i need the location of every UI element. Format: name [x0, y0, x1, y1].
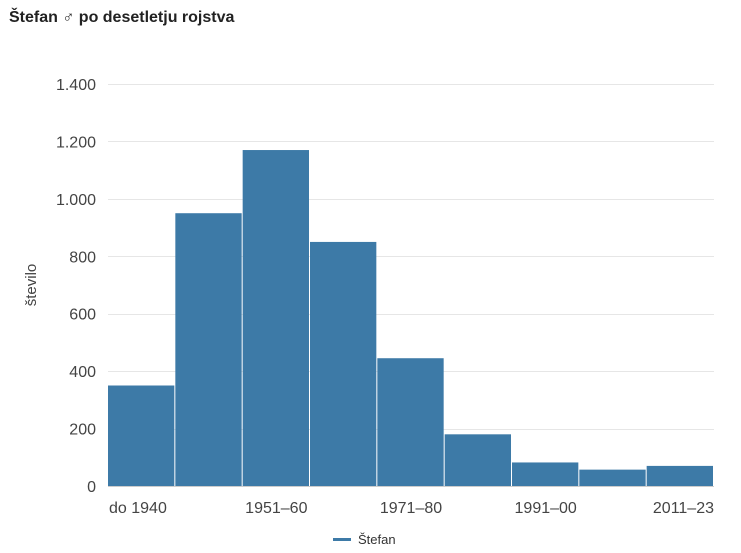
bar[interactable] [579, 469, 646, 486]
y-axis-title: število [23, 264, 40, 307]
bars [108, 150, 713, 487]
y-axis-ticks: 0 200 400 600 800 1.000 1.200 1.400 [56, 77, 96, 496]
x-tick-label: 2011–23 [653, 500, 714, 517]
legend[interactable]: Štefan [333, 532, 396, 547]
x-axis-ticks: do 1940 1951–60 1971–80 1991–00 2011–23 [109, 500, 714, 517]
chart-title: Štefan ♂ po desetletju rojstva [9, 9, 235, 26]
y-tick-label: 600 [69, 307, 96, 324]
bar[interactable] [646, 465, 713, 486]
legend-swatch [333, 538, 351, 541]
bar[interactable] [242, 150, 309, 487]
bar[interactable] [377, 358, 444, 486]
x-tick-label: 1991–00 [515, 500, 577, 517]
x-tick-label: 1951–60 [245, 500, 307, 517]
y-tick-label: 1.400 [56, 77, 96, 94]
y-tick-label: 1.200 [56, 134, 96, 151]
bar[interactable] [310, 241, 377, 486]
y-tick-label: 200 [69, 422, 96, 439]
y-tick-label: 1.000 [56, 192, 96, 209]
bar[interactable] [512, 462, 579, 486]
x-tick-label: 1971–80 [380, 500, 442, 517]
bar[interactable] [175, 213, 242, 486]
bar[interactable] [108, 385, 175, 487]
bar[interactable] [444, 434, 511, 486]
y-tick-label: 400 [69, 364, 96, 381]
y-tick-label: 0 [87, 479, 96, 496]
y-tick-label: 800 [69, 249, 96, 266]
x-tick-label: do 1940 [109, 500, 167, 517]
legend-label: Štefan [358, 532, 396, 547]
